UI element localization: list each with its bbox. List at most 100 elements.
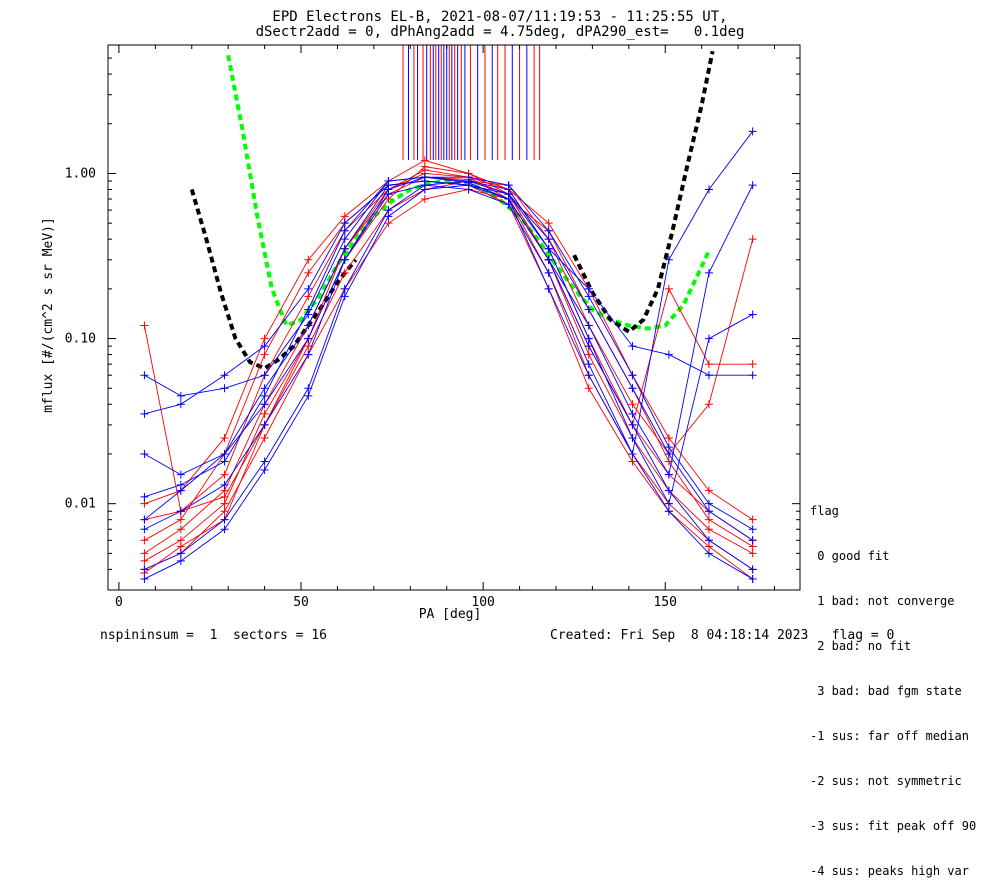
data-point — [584, 371, 593, 380]
data-point — [176, 525, 185, 534]
data-point — [304, 342, 313, 351]
data-point — [704, 371, 713, 380]
data-point — [304, 292, 313, 301]
data-point — [220, 371, 229, 380]
data-point — [704, 486, 713, 495]
flag-legend-item: 0 good fit — [810, 549, 890, 563]
plot-area: 0 50 100 150 0.01 0.10 1.00 PA [deg] mflux [#/… — [41, 44, 801, 622]
data-point — [544, 235, 553, 244]
data-point — [504, 190, 513, 199]
data-point — [704, 268, 713, 277]
series-line — [144, 184, 753, 580]
data-point — [140, 515, 149, 524]
data-point — [140, 574, 149, 583]
data-point — [220, 525, 229, 534]
data-point — [260, 457, 269, 466]
data-point — [748, 549, 757, 558]
x-tick-label: 0 — [115, 595, 123, 610]
data-point — [704, 507, 713, 516]
data-point — [748, 127, 757, 136]
data-point — [304, 334, 313, 343]
y-tick-label: 0.01 — [65, 497, 96, 512]
data-point — [664, 443, 673, 452]
data-point — [260, 342, 269, 351]
data-point — [340, 292, 349, 301]
data-point — [340, 284, 349, 293]
y-axis-label: mflux [#/(cm^2 s sr MeV)] — [41, 217, 56, 413]
data-point — [304, 284, 313, 293]
data-point — [748, 515, 757, 524]
data-point — [304, 321, 313, 330]
data-point — [304, 350, 313, 359]
data-point — [220, 470, 229, 479]
data-point — [260, 409, 269, 418]
data-point — [664, 350, 673, 359]
data-point — [704, 360, 713, 369]
data-point — [420, 185, 429, 194]
data-point — [140, 549, 149, 558]
data-point — [628, 409, 637, 418]
data-point — [584, 292, 593, 301]
data-point — [628, 457, 637, 466]
data-point — [748, 536, 757, 545]
data-point — [704, 499, 713, 508]
data-point — [628, 342, 637, 351]
series-line — [144, 131, 754, 580]
data-point — [260, 371, 269, 380]
data-point — [304, 255, 313, 264]
data-point — [748, 235, 757, 244]
data-point — [748, 181, 757, 190]
data-point — [304, 305, 313, 314]
data-point — [664, 470, 673, 479]
data-point — [584, 321, 593, 330]
data-point — [260, 350, 269, 359]
series-line — [143, 180, 754, 512]
data-point — [748, 310, 757, 319]
footer-left: nspininsum = 1 sectors = 16 — [100, 628, 327, 643]
data-point — [704, 334, 713, 343]
data-point — [220, 457, 229, 466]
data-point — [628, 449, 637, 458]
data-point — [628, 384, 637, 393]
data-point — [420, 156, 429, 165]
data-point — [260, 465, 269, 474]
fit-curve — [572, 50, 715, 335]
data-point — [220, 499, 229, 508]
data-point — [260, 433, 269, 442]
data-point — [704, 549, 713, 558]
data-point — [140, 409, 149, 418]
data-point — [664, 486, 673, 495]
data-point — [748, 360, 757, 369]
data-point — [176, 515, 185, 524]
data-point — [220, 492, 229, 501]
data-point — [260, 400, 269, 409]
data-point — [340, 255, 349, 264]
flag-legend: flag 0 good fit 1 bad: not converge 2 ba… — [810, 473, 976, 894]
data-point — [384, 219, 393, 228]
flag-legend-item: 2 bad: no fit — [810, 639, 912, 653]
data-point — [664, 433, 673, 442]
plot-frame — [107, 44, 801, 591]
series-line — [144, 159, 753, 505]
data-point — [584, 334, 593, 343]
data-point — [176, 549, 185, 558]
data-point — [304, 268, 313, 277]
series-line — [144, 173, 753, 574]
series-line — [144, 180, 753, 505]
x-tick-label: 150 — [653, 595, 676, 610]
data-point — [584, 342, 593, 351]
data-point — [420, 177, 429, 186]
data-point — [628, 400, 637, 409]
flag-legend-item: 1 bad: not converge — [810, 594, 955, 608]
data-point — [544, 255, 553, 264]
data-point — [340, 244, 349, 253]
x-tick-label: 100 — [471, 595, 494, 610]
data-point — [384, 181, 393, 190]
data-point — [140, 371, 149, 380]
data-point — [664, 499, 673, 508]
data-point — [704, 515, 713, 524]
data-point — [628, 433, 637, 442]
footer-right: Created: Fri Sep 8 04:18:14 2023 flag = … — [550, 628, 895, 643]
series-line — [144, 180, 753, 570]
data-point — [260, 334, 269, 343]
